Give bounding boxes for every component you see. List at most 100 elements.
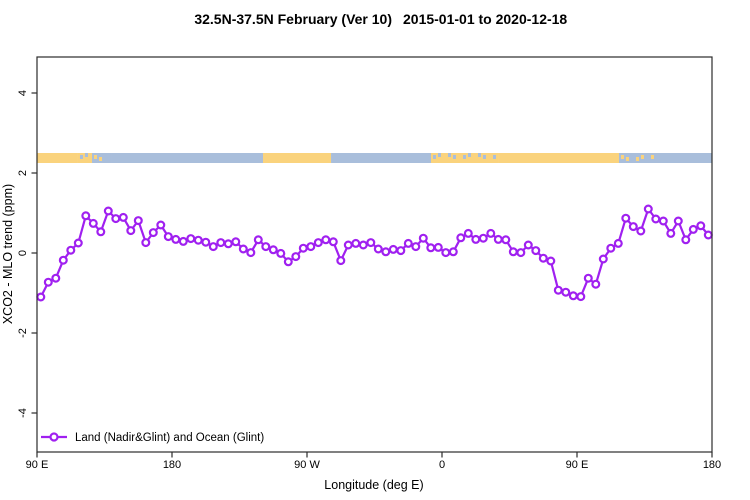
data-point-marker	[133, 216, 143, 226]
data-point-marker	[66, 245, 76, 255]
chart-title-right: 2015-01-01 to 2020-12-18	[403, 11, 567, 27]
data-point-marker	[486, 228, 496, 238]
y-tick-label: -4	[17, 408, 29, 418]
data-point-marker	[343, 240, 353, 250]
chart-title-left: 32.5N-37.5N February (Ver 10)	[194, 11, 392, 27]
band-segment-land	[37, 153, 78, 163]
data-point-marker	[336, 256, 346, 266]
data-point-marker	[156, 220, 166, 230]
data-point-marker	[598, 254, 608, 264]
band-segment-ocean	[111, 153, 263, 163]
data-point-marker	[531, 246, 541, 256]
data-point-marker	[628, 222, 638, 232]
data-point-marker	[186, 234, 196, 244]
y-tick-label: 2	[17, 170, 29, 176]
data-point-marker	[313, 238, 323, 248]
data-point-marker	[403, 238, 413, 248]
data-point-marker	[141, 238, 151, 248]
data-point-marker	[463, 228, 473, 238]
data-point-marker	[358, 240, 368, 250]
data-point-marker	[643, 204, 653, 214]
band-speckle	[482, 155, 486, 159]
band-speckle	[635, 157, 639, 161]
data-series	[36, 204, 713, 302]
data-point-marker	[433, 242, 443, 252]
data-point-marker	[268, 245, 278, 255]
band-speckle	[625, 157, 629, 161]
band-speckle	[650, 155, 654, 159]
y-tick-label: 4	[17, 90, 29, 96]
data-point-marker	[366, 238, 376, 248]
data-point-marker	[43, 277, 53, 287]
band-segment-ocean	[656, 153, 712, 163]
band-speckle	[79, 155, 83, 159]
data-point-marker	[231, 237, 241, 247]
y-tick-label: -2	[17, 328, 29, 338]
data-point-marker	[148, 228, 158, 238]
data-point-marker	[688, 224, 698, 234]
data-point-marker	[118, 212, 128, 222]
data-point-marker	[328, 237, 338, 247]
y-tick-label: 0	[17, 250, 29, 256]
data-point-marker	[298, 243, 308, 253]
data-point-marker	[456, 233, 466, 243]
band-speckle	[447, 153, 451, 157]
band-speckle	[462, 155, 466, 159]
data-point-marker	[621, 213, 631, 223]
data-point-marker	[276, 248, 286, 258]
data-point-marker	[666, 228, 676, 238]
data-point-marker	[238, 244, 248, 254]
data-point-marker	[51, 273, 61, 283]
data-point-marker	[606, 243, 616, 253]
data-point-marker	[448, 247, 458, 257]
data-point-marker	[658, 216, 668, 226]
data-point-marker	[591, 279, 601, 289]
x-tick-label: 90 E	[26, 459, 49, 471]
data-point-marker	[396, 246, 406, 256]
x-axis-title: Longitude (deg E)	[324, 478, 423, 492]
data-point-marker	[636, 226, 646, 236]
data-point-marker	[478, 233, 488, 243]
data-point-marker	[411, 242, 421, 252]
land-ocean-band	[37, 153, 712, 163]
x-tick-label: 180	[703, 459, 721, 471]
data-point-marker	[418, 233, 428, 243]
data-point-marker	[193, 235, 203, 245]
legend-marker-icon	[49, 432, 59, 442]
data-point-marker	[583, 273, 593, 283]
data-point-marker	[253, 235, 263, 245]
data-point-marker	[73, 238, 83, 248]
data-point-marker	[546, 256, 556, 266]
data-point-marker	[493, 234, 503, 244]
data-point-marker	[561, 287, 571, 297]
data-point-marker	[171, 234, 181, 244]
data-point-marker	[291, 252, 301, 262]
x-tick-label: 0	[439, 459, 445, 471]
data-point-marker	[516, 248, 526, 258]
band-segment-coast_land	[77, 153, 93, 163]
data-point-marker	[208, 242, 218, 252]
data-point-marker	[88, 218, 98, 228]
data-point-marker	[553, 285, 563, 295]
data-point-marker	[36, 292, 46, 302]
band-speckle	[437, 153, 441, 157]
data-point-marker	[696, 221, 706, 231]
band-speckle	[477, 153, 481, 157]
data-point-marker	[508, 247, 518, 257]
band-speckle	[84, 153, 88, 157]
band-segment-ocean	[331, 153, 431, 163]
legend-label: Land (Nadir&Glint) and Ocean (Glint)	[75, 432, 264, 444]
band-speckle	[467, 153, 471, 157]
x-axis: 90 E 180 90 W 0 90 E 180	[26, 452, 721, 471]
band-speckle	[432, 155, 436, 159]
x-tick-label: 180	[163, 459, 181, 471]
data-point-marker	[471, 234, 481, 244]
band-segment-land	[262, 153, 332, 163]
band-segment-land	[498, 153, 619, 163]
data-point-marker	[126, 226, 136, 236]
data-point-marker	[381, 247, 391, 257]
data-point-marker	[216, 238, 226, 248]
data-point-marker	[538, 253, 548, 263]
band-speckle	[492, 155, 496, 159]
